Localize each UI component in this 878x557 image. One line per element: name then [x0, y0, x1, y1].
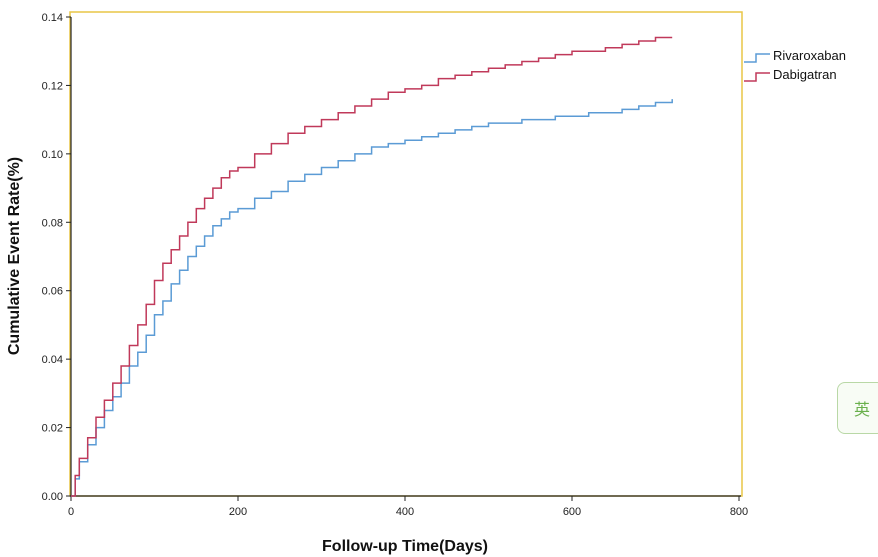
x-tick-label: 200	[229, 506, 247, 518]
y-tick-label: 0.02	[42, 423, 63, 435]
y-tick-label: 0.08	[42, 217, 63, 229]
y-tick-label: 0.10	[42, 149, 63, 161]
y-tick-label: 0.00	[42, 491, 63, 503]
series-line-rivaroxaban	[71, 99, 673, 497]
legend-label-rivaroxaban: Rivaroxaban	[773, 48, 846, 63]
legend-swatch-dabigatran	[744, 72, 770, 82]
y-tick-label: 0.06	[42, 286, 63, 298]
x-tick-label: 0	[68, 506, 74, 518]
x-tick-label: 400	[396, 506, 414, 518]
series-line-dabigatran	[71, 36, 673, 497]
series-layer	[71, 36, 673, 497]
y-tick-label: 0.04	[42, 354, 63, 366]
x-axis-title: Follow-up Time(Days)	[322, 538, 488, 555]
y-tick-label: 0.14	[42, 12, 63, 24]
y-axis-title: Cumulative Event Rate(%)	[6, 157, 23, 355]
x-tick-label: 800	[730, 506, 748, 518]
y-tick-label: 0.12	[42, 80, 63, 92]
y-ticks: 0.00 0.02 0.04 0.06 0.08 0.10 0.12 0.14	[42, 12, 71, 503]
x-tick-label: 600	[563, 506, 581, 518]
legend-swatch-rivaroxaban	[744, 53, 770, 63]
legend-label-dabigatran: Dabigatran	[773, 67, 837, 82]
legend: Rivaroxaban Dabigatran	[744, 48, 846, 82]
ime-language-indicator[interactable]: 英	[837, 382, 878, 434]
x-ticks: 0 200 400 600 800	[68, 496, 748, 518]
